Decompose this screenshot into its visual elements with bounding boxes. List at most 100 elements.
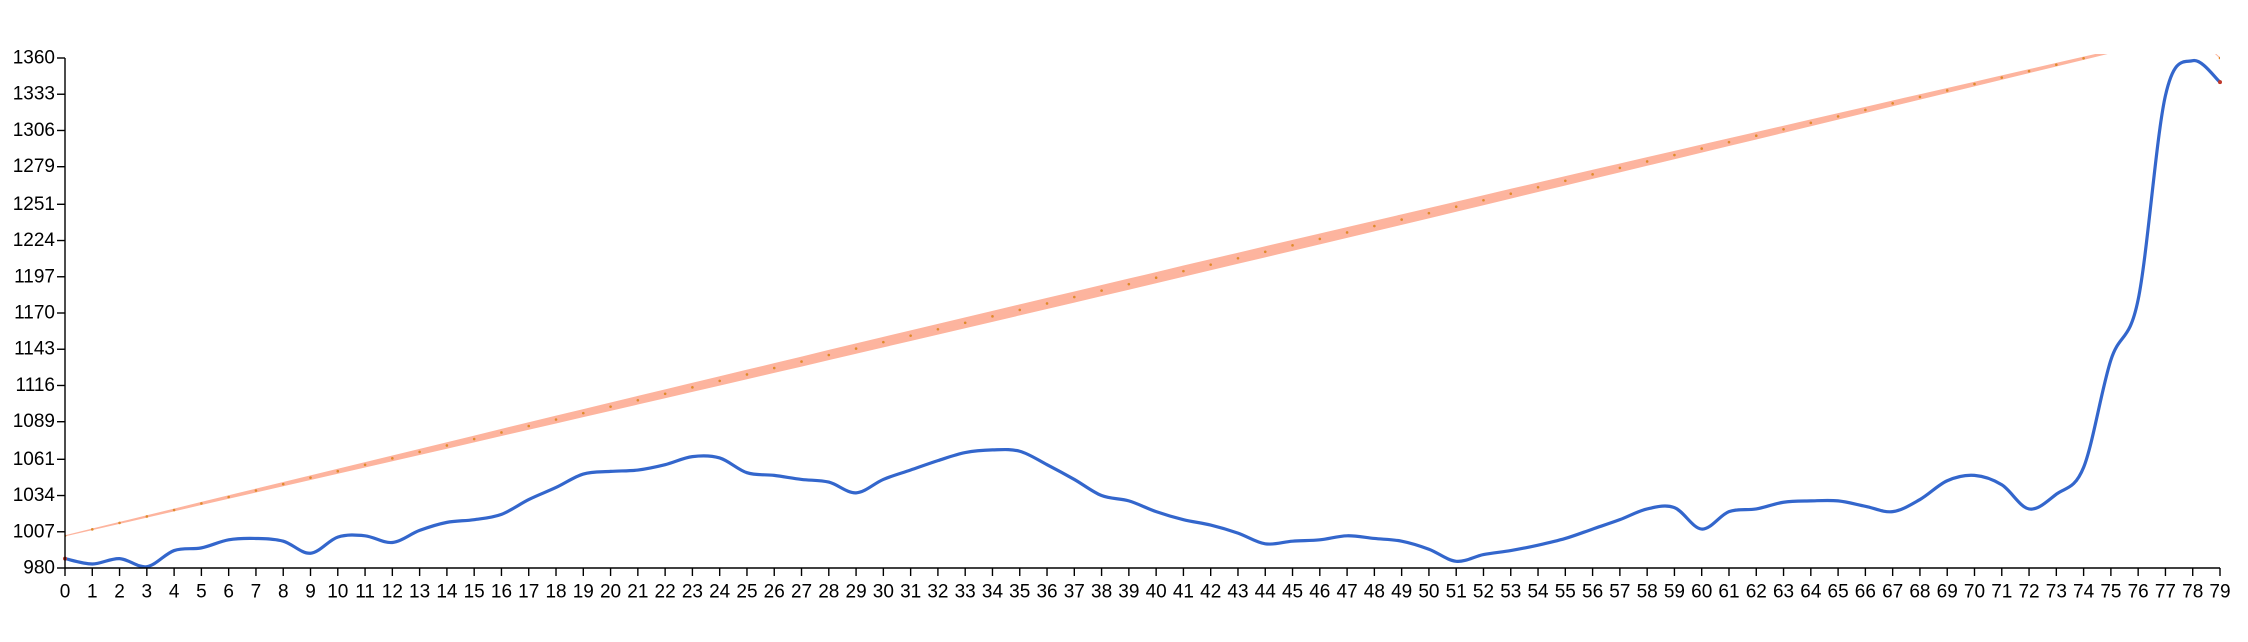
x-axis: 0 1 2 3 4 5 6 7 8 9 10 11 12 13 14 15 16 17 18 19 20 21 22 23 24… <box>60 567 2231 603</box>
trend-point-15 <box>472 437 476 441</box>
x-tick-label-27: 27 <box>791 582 812 603</box>
x-tick-label-23: 23 <box>682 582 703 603</box>
trend-point-13 <box>418 450 421 454</box>
trend-point-20 <box>609 405 612 408</box>
x-tick-label-71: 71 <box>1991 582 2012 603</box>
y-axis: 980 1007 1034 1061 1089 1116 1143 1170 1197 1224 1… <box>13 48 66 579</box>
x-tick-label-18: 18 <box>545 582 566 603</box>
y-tick-label-1251: 1251 <box>13 194 55 215</box>
x-tick-label-38: 38 <box>1091 582 1112 603</box>
trend-point-23 <box>691 386 694 389</box>
y-tick-label-1116: 1116 <box>16 375 55 396</box>
x-tick-label-28: 28 <box>818 582 839 603</box>
trend-point-7 <box>254 489 258 492</box>
x-tick-label-8: 8 <box>278 582 289 603</box>
x-tick-label-76: 76 <box>2128 582 2149 603</box>
trend-point-69 <box>1945 89 1949 92</box>
x-tick-label-7: 7 <box>251 582 262 603</box>
x-tick-label-26: 26 <box>764 582 785 603</box>
trend-point-77 <box>2164 38 2167 41</box>
x-tick-label-20: 20 <box>600 582 621 603</box>
x-tick-label-22: 22 <box>655 582 676 603</box>
x-tick-label-14: 14 <box>436 582 458 603</box>
trend-point-68 <box>1918 95 1922 99</box>
x-tick-label-11: 11 <box>355 582 375 603</box>
x-tick-label-59: 59 <box>1664 582 1685 603</box>
y-tick-label-1197: 1197 <box>14 266 55 287</box>
x-tick-label-41: 41 <box>1173 582 1194 603</box>
trend-point-47 <box>1345 231 1349 234</box>
trend-point-67 <box>1891 102 1894 105</box>
trend-point-46 <box>1318 237 1322 241</box>
x-tick-label-73: 73 <box>2046 582 2067 603</box>
x-tick-label-64: 64 <box>1800 582 1822 603</box>
x-tick-label-6: 6 <box>223 582 234 603</box>
x-tick-label-33: 33 <box>955 582 976 603</box>
trend-point-29 <box>854 347 858 350</box>
trend-point-9 <box>309 476 312 479</box>
series-endpoint-79 <box>2218 80 2222 85</box>
trend-point-53 <box>1509 192 1513 195</box>
x-tick-label-2: 2 <box>114 582 125 603</box>
x-tick-label-47: 47 <box>1337 582 1358 603</box>
trend-point-18 <box>554 418 558 421</box>
trend-point-27 <box>800 360 803 363</box>
trend-point-65 <box>1836 115 1840 118</box>
trend-point-51 <box>1454 205 1458 209</box>
x-tick-label-55: 55 <box>1555 582 1576 603</box>
trend-point-45 <box>1291 244 1294 247</box>
trend-point-61 <box>1727 140 1731 144</box>
trend-point-59 <box>1673 153 1676 157</box>
trend-point-70 <box>1973 82 1976 86</box>
trend-point-72 <box>2027 69 2031 73</box>
y-tick-label-1170: 1170 <box>14 303 55 324</box>
x-tick-label-70: 70 <box>1964 582 1985 603</box>
x-tick-label-78: 78 <box>2182 582 2203 603</box>
trend-point-56 <box>1591 173 1594 176</box>
trend-point-6 <box>227 495 230 499</box>
trend-point-64 <box>1809 121 1813 125</box>
x-tick-label-60: 60 <box>1691 582 1712 603</box>
x-tick-label-35: 35 <box>1009 582 1030 603</box>
x-tick-label-57: 57 <box>1609 582 1630 603</box>
x-tick-label-46: 46 <box>1309 582 1330 603</box>
x-tick-label-62: 62 <box>1746 582 1767 603</box>
x-tick-label-29: 29 <box>846 582 867 603</box>
x-tick-label-58: 58 <box>1637 582 1658 603</box>
x-tick-label-4: 4 <box>169 582 180 603</box>
x-tick-label-13: 13 <box>409 582 430 603</box>
x-tick-label-1: 1 <box>87 582 98 603</box>
trend-point-50 <box>1427 211 1431 215</box>
trend-point-75 <box>2110 51 2113 54</box>
trend-point-37 <box>1073 295 1076 299</box>
trend-point-1 <box>90 528 94 531</box>
x-tick-label-34: 34 <box>982 582 1004 603</box>
y-tick-label-1143: 1143 <box>14 339 55 360</box>
x-tick-label-24: 24 <box>709 582 731 603</box>
trend-band-layer <box>65 54 2220 537</box>
trend-point-52 <box>1482 198 1485 202</box>
x-tick-label-67: 67 <box>1882 582 1903 603</box>
trend-point-74 <box>2082 56 2085 60</box>
x-tick-label-74: 74 <box>2073 582 2095 603</box>
trend-point-54 <box>1536 185 1540 189</box>
y-tick-label-1061: 1061 <box>13 449 55 470</box>
trend-point-39 <box>1127 282 1131 286</box>
x-tick-label-15: 15 <box>464 582 485 603</box>
x-tick-label-9: 9 <box>305 582 316 603</box>
x-tick-label-68: 68 <box>1909 582 1930 603</box>
trend-point-28 <box>827 353 831 357</box>
trend-point-3 <box>145 515 149 518</box>
trend-point-32 <box>936 327 940 331</box>
trend-point-26 <box>772 366 776 370</box>
x-tick-label-50: 50 <box>1418 582 1439 603</box>
x-tick-label-66: 66 <box>1855 582 1876 603</box>
y-tick-label-1224: 1224 <box>13 230 56 251</box>
y-tick-label-1360: 1360 <box>13 48 55 69</box>
x-tick-label-65: 65 <box>1828 582 1849 603</box>
y-tick-label-1007: 1007 <box>13 521 55 542</box>
x-tick-label-31: 31 <box>900 582 921 603</box>
x-tick-label-36: 36 <box>1036 582 1057 603</box>
x-tick-label-16: 16 <box>491 582 512 603</box>
